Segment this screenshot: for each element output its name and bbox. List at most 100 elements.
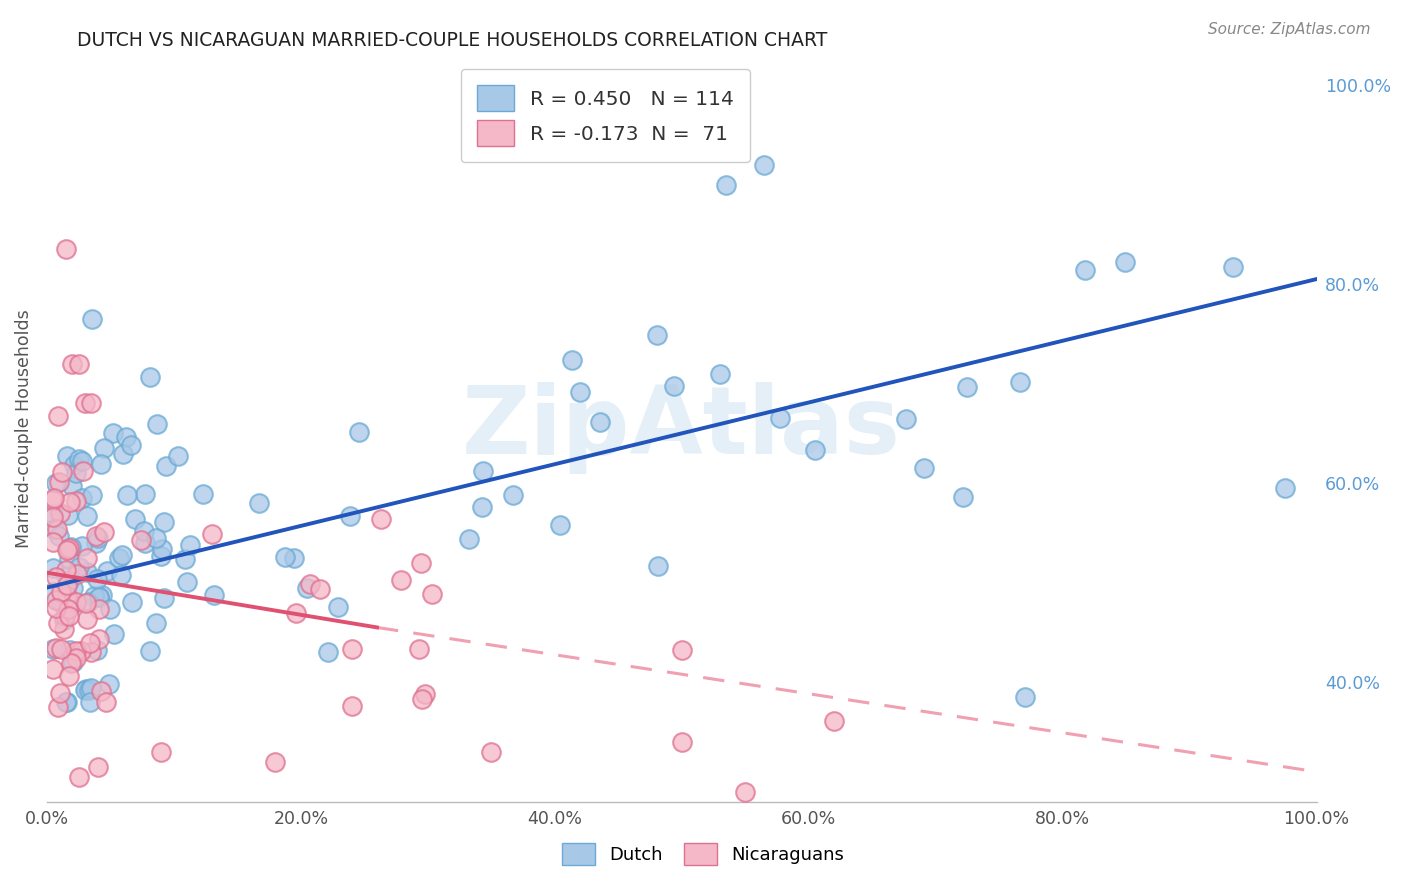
Point <box>55 695 77 709</box>
Point <box>200 526 222 541</box>
Point <box>45 569 67 583</box>
Point <box>370 512 392 526</box>
Point <box>56 450 79 464</box>
Point <box>714 178 737 192</box>
Point <box>120 438 142 452</box>
Point <box>46 699 69 714</box>
Point <box>42 491 65 505</box>
Point <box>58 574 80 588</box>
Point <box>129 533 152 547</box>
Point <box>84 529 107 543</box>
Point <box>145 616 167 631</box>
Point <box>145 531 167 545</box>
Point <box>93 441 115 455</box>
Point <box>561 352 583 367</box>
Point <box>1114 254 1136 268</box>
Point <box>139 644 162 658</box>
Point <box>340 699 363 714</box>
Point <box>458 532 481 546</box>
Point <box>51 594 73 608</box>
Point <box>45 522 67 536</box>
Point <box>1014 690 1036 705</box>
Point <box>664 378 686 392</box>
Point <box>79 695 101 709</box>
Point <box>80 396 103 410</box>
Point <box>110 567 132 582</box>
Point <box>150 549 173 563</box>
Point <box>134 487 156 501</box>
Point <box>65 567 87 582</box>
Point <box>82 311 104 326</box>
Point <box>67 452 90 467</box>
Point <box>59 656 82 670</box>
Point <box>316 645 339 659</box>
Point <box>72 464 94 478</box>
Point <box>63 458 86 472</box>
Point <box>67 559 90 574</box>
Point <box>80 645 103 659</box>
Point <box>48 686 70 700</box>
Point <box>55 563 77 577</box>
Point <box>804 442 827 457</box>
Point <box>298 577 321 591</box>
Point <box>153 591 176 605</box>
Point <box>62 655 84 669</box>
Point <box>42 641 65 656</box>
Point <box>422 587 444 601</box>
Point <box>121 594 143 608</box>
Point <box>60 357 83 371</box>
Text: Source: ZipAtlas.com: Source: ZipAtlas.com <box>1208 22 1371 37</box>
Point <box>411 692 433 706</box>
Point <box>56 543 79 558</box>
Point <box>472 464 495 478</box>
Point <box>42 510 65 524</box>
Point <box>51 584 73 599</box>
Point <box>55 242 77 256</box>
Point <box>45 592 67 607</box>
Point <box>55 589 77 603</box>
Point <box>56 508 79 522</box>
Legend: R = 0.450   N = 114, R = -0.173  N =  71: R = 0.450 N = 114, R = -0.173 N = 71 <box>461 69 749 162</box>
Point <box>150 542 173 557</box>
Point <box>65 644 87 658</box>
Point <box>59 540 82 554</box>
Point <box>86 760 108 774</box>
Point <box>103 627 125 641</box>
Point <box>58 609 80 624</box>
Point <box>264 755 287 769</box>
Point <box>77 595 100 609</box>
Point <box>349 425 371 439</box>
Point <box>45 601 67 615</box>
Point <box>956 380 979 394</box>
Point <box>51 465 73 479</box>
Point <box>52 613 75 627</box>
Point <box>167 449 190 463</box>
Point <box>83 589 105 603</box>
Point <box>58 668 80 682</box>
Point <box>76 550 98 565</box>
Point <box>76 612 98 626</box>
Point <box>86 572 108 586</box>
Point <box>52 622 75 636</box>
Point <box>284 607 307 621</box>
Point <box>44 522 66 536</box>
Point <box>409 556 432 570</box>
Point <box>328 599 350 614</box>
Point <box>90 458 112 472</box>
Point <box>56 578 79 592</box>
Point <box>894 412 917 426</box>
Point <box>769 410 792 425</box>
Point <box>134 524 156 538</box>
Point <box>952 490 974 504</box>
Text: DUTCH VS NICARAGUAN MARRIED-COUPLE HOUSEHOLDS CORRELATION CHART: DUTCH VS NICARAGUAN MARRIED-COUPLE HOUSE… <box>77 31 828 50</box>
Point <box>80 681 103 696</box>
Point <box>48 529 70 543</box>
Point <box>108 551 131 566</box>
Point <box>146 417 169 431</box>
Point <box>46 409 69 424</box>
Point <box>75 596 97 610</box>
Point <box>274 549 297 564</box>
Point <box>62 479 84 493</box>
Point <box>42 662 65 676</box>
Point <box>671 642 693 657</box>
